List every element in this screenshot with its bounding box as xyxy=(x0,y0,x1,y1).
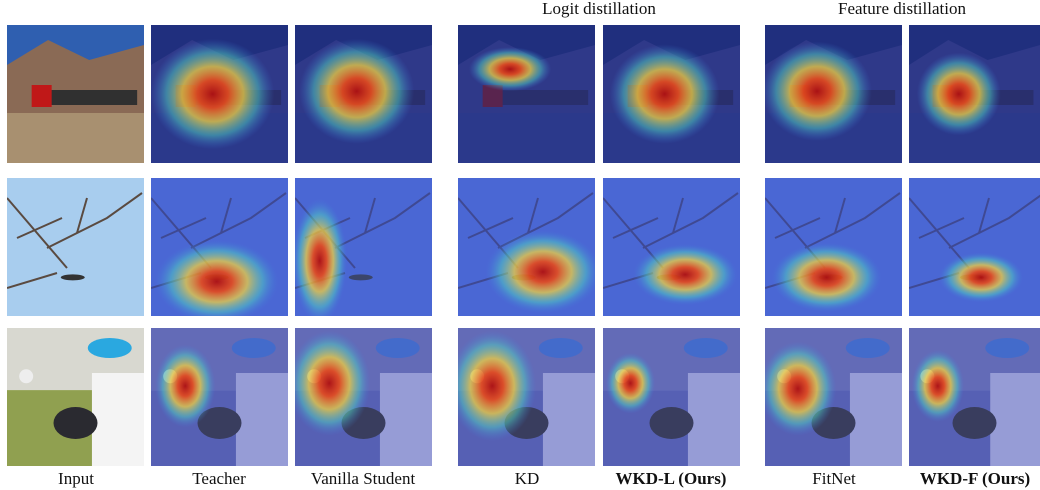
heatmap-image xyxy=(295,25,432,163)
heat-spot xyxy=(606,353,655,414)
heat-spot xyxy=(151,39,274,149)
column-label: Input xyxy=(58,469,94,488)
heat-spot xyxy=(610,44,720,143)
heat-tint xyxy=(458,25,595,163)
column-label: KD xyxy=(515,469,540,488)
image-grid xyxy=(7,25,1040,466)
heatmap-image xyxy=(909,328,1040,466)
heatmap-image xyxy=(603,25,740,163)
heatmap-image xyxy=(760,328,902,466)
heatmap-image xyxy=(762,25,902,163)
heat-spot xyxy=(633,244,737,305)
heat-spot xyxy=(299,39,414,144)
input-image xyxy=(7,25,144,163)
heat-spot xyxy=(939,253,1023,303)
heatmap-image xyxy=(458,25,595,163)
column-label: Vanilla Student xyxy=(311,469,416,488)
ball xyxy=(19,369,33,383)
figure: Logit distillation Feature distillation … xyxy=(0,0,1040,490)
group-label: Logit distillation xyxy=(542,0,656,18)
heat-spot xyxy=(917,53,1001,136)
shirt xyxy=(92,373,144,466)
input-image xyxy=(7,178,144,316)
heatmap-image xyxy=(603,328,740,466)
cab xyxy=(32,85,52,107)
heatmap-image xyxy=(151,25,288,163)
column-label: WKD-L (Ours) xyxy=(616,469,727,488)
heat-spot xyxy=(772,243,882,312)
heat-spot xyxy=(448,331,536,441)
column-label: FitNet xyxy=(812,469,856,488)
heatmap-image xyxy=(292,178,432,323)
heat-spot xyxy=(288,331,370,436)
group-label: Feature distillation xyxy=(838,0,966,18)
heat-spot xyxy=(760,342,837,436)
heat-spot xyxy=(155,345,215,428)
heatmap-image xyxy=(909,178,1040,316)
sky xyxy=(7,178,144,316)
heatmap-image xyxy=(448,328,595,466)
column-label: Teacher xyxy=(192,469,246,488)
ground xyxy=(7,113,144,163)
heat-spot xyxy=(292,199,347,323)
heatmap-image xyxy=(288,328,432,466)
heat-spot xyxy=(762,42,872,141)
heat-spot xyxy=(485,230,600,313)
heat-spot xyxy=(912,350,964,422)
column-label: WKD-F (Ours) xyxy=(920,469,1030,488)
heatmap-image xyxy=(458,178,600,316)
heatmap-image xyxy=(765,178,902,316)
heatmap-image xyxy=(151,328,288,466)
input-image xyxy=(7,328,144,466)
heatmap-image xyxy=(603,178,740,316)
bird xyxy=(61,274,85,280)
page: {"header": {"groups": ["Logit distillati… xyxy=(0,0,1040,490)
heatmap-image xyxy=(909,25,1040,163)
heat-spot xyxy=(155,240,278,323)
heatmap-image xyxy=(151,178,288,323)
cap xyxy=(88,338,132,358)
glove xyxy=(54,407,98,439)
heat-spot xyxy=(469,47,551,91)
